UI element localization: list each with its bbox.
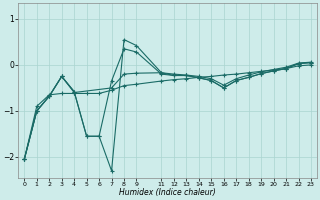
X-axis label: Humidex (Indice chaleur): Humidex (Indice chaleur) <box>119 188 216 197</box>
